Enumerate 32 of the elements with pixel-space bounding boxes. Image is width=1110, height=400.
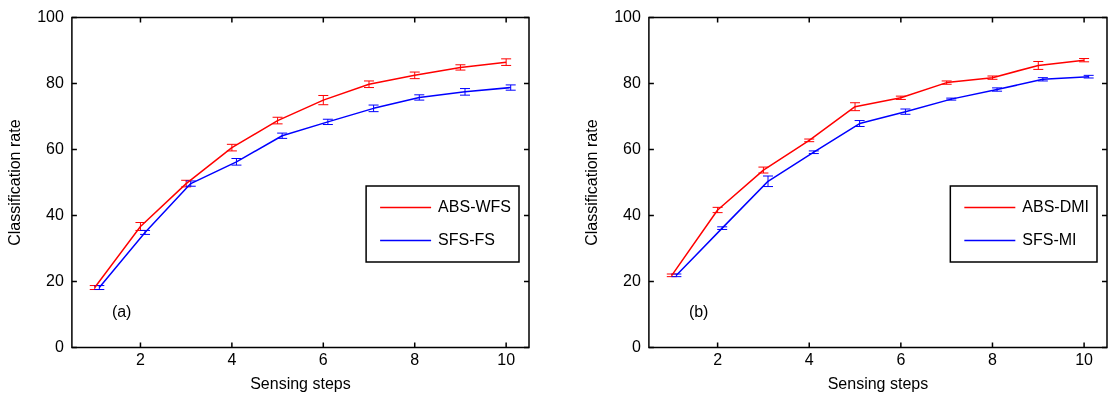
y-tick-label: 60 (46, 140, 64, 158)
legend-label: SFS-FS (438, 230, 495, 248)
y-axis-title: Classification rate (6, 119, 24, 246)
y-tick-label: 100 (614, 8, 641, 26)
y-tick-label: 100 (37, 8, 64, 26)
x-tick-label: 8 (410, 350, 420, 368)
y-axis-title: Classification rate (583, 119, 601, 246)
y-tick-label: 80 (46, 74, 64, 92)
x-tick-label: 2 (136, 350, 146, 368)
annotation: (a) (111, 303, 132, 321)
x-axis-title: Sensing steps (827, 374, 929, 392)
y-tick-label: 40 (46, 206, 64, 224)
x-tick-label: 10 (1075, 350, 1094, 368)
y-tick-label: 80 (623, 74, 641, 92)
x-tick-label: 8 (988, 350, 998, 368)
y-tick-label: 60 (623, 140, 641, 158)
x-tick-label: 4 (227, 350, 237, 368)
legend-label: ABS-WFS (438, 197, 511, 215)
x-tick-label: 4 (804, 350, 814, 368)
legend-label: ABS-DMI (1022, 197, 1089, 215)
x-tick-label: 10 (497, 350, 516, 368)
y-tick-label: 20 (623, 272, 641, 290)
y-tick-label: 40 (623, 206, 641, 224)
x-tick-label: 6 (318, 350, 328, 368)
y-tick-label: 20 (46, 272, 64, 290)
legend-label: SFS-MI (1022, 230, 1077, 248)
x-tick-label: 2 (713, 350, 723, 368)
y-tick-label: 0 (54, 338, 64, 356)
y-tick-label: 0 (631, 338, 641, 356)
x-tick-label: 6 (896, 350, 906, 368)
annotation: (b) (688, 303, 709, 321)
x-axis-title: Sensing steps (250, 374, 351, 392)
